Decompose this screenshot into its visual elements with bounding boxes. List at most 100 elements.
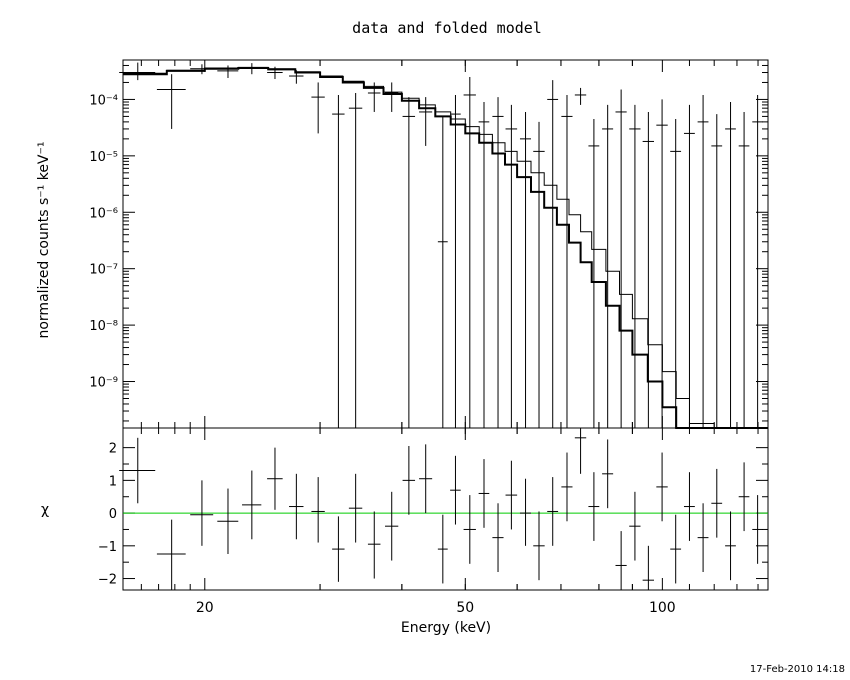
data-point: [670, 118, 682, 428]
data-point: [752, 94, 763, 428]
top-panel-ylabel: normalized counts s⁻¹ keV⁻¹: [36, 141, 52, 338]
residual-point: [683, 472, 695, 541]
residual-point: [492, 503, 504, 572]
residual-point: [402, 446, 416, 515]
residual-point: [242, 470, 262, 540]
residual-point: [533, 511, 545, 581]
chart-title: data and folded model: [352, 19, 542, 37]
residual-point: [289, 473, 304, 540]
data-point: [492, 97, 504, 428]
residual-point: [348, 473, 363, 543]
data-point: [332, 94, 345, 428]
bottom-y-tick-label: −1: [98, 540, 117, 555]
data-point: [437, 116, 448, 428]
data-point: [190, 64, 214, 75]
data-point: [629, 104, 641, 428]
residual-point: [190, 480, 214, 546]
top-y-tick-label: 10⁻⁵: [89, 150, 118, 165]
top-y-tick-label: 10⁻⁸: [89, 319, 118, 334]
x-tick-label: 50: [456, 600, 474, 616]
data-point: [683, 104, 695, 428]
data-point: [267, 66, 283, 80]
residual-point: [463, 495, 476, 564]
data-point: [697, 94, 709, 428]
data-point: [615, 89, 627, 428]
data-point: [311, 82, 325, 134]
data-point: [574, 87, 587, 105]
bottom-y-tick-label: −2: [98, 573, 117, 588]
model-step-curve: [123, 66, 768, 429]
data-point: [725, 102, 736, 428]
residual-point: [725, 511, 736, 581]
data-point: [656, 99, 668, 428]
residual-point: [547, 477, 559, 546]
residual-point: [629, 491, 641, 561]
residual-point: [519, 478, 532, 546]
bottom-y-tick-label: 0: [109, 507, 117, 522]
top-y-tick-label: 10⁻⁷: [89, 263, 118, 278]
bottom-y-tick-label: 2: [109, 442, 117, 457]
data-point: [519, 111, 532, 428]
residual-point: [711, 468, 723, 538]
data-point: [419, 97, 433, 146]
residual-point: [419, 444, 433, 514]
residual-point: [311, 477, 325, 543]
residual-point: [602, 439, 614, 509]
x-tick-label: 20: [196, 600, 214, 616]
data-point: [602, 104, 614, 428]
top-y-tick-label: 10⁻⁶: [89, 206, 118, 221]
data-point: [367, 82, 381, 112]
x-tick-label: 100: [649, 600, 676, 616]
data-point: [533, 121, 545, 428]
data-point: [156, 74, 186, 129]
residual-point: [367, 511, 381, 579]
residual-point: [642, 545, 654, 590]
residual-point: [156, 519, 186, 590]
residual-point: [267, 447, 283, 510]
residual-point: [574, 428, 587, 474]
top-panel-axes: 10⁻⁴ 10⁻⁵ 10⁻⁶ 10⁻⁷ 10⁻⁸ 10⁻⁹: [89, 59, 769, 590]
data-point: [348, 93, 363, 428]
residual-point: [478, 459, 490, 528]
data-point: [242, 63, 262, 75]
residual-point: [697, 503, 709, 572]
residual-point: [385, 491, 399, 561]
residual-point: [561, 452, 573, 522]
residual-point: [450, 455, 461, 525]
bottom-panel-frame: [122, 427, 769, 591]
data-point: [547, 80, 559, 428]
data-point: [505, 104, 518, 428]
residual-point: [656, 452, 668, 522]
data-point: [402, 97, 416, 428]
top-panel-frame: [122, 59, 769, 429]
data-point: [463, 76, 476, 428]
data-point: [119, 62, 156, 81]
residual-point: [738, 462, 750, 532]
data-point: [711, 114, 723, 428]
residual-point: [119, 437, 156, 504]
model-step-curve: [123, 67, 768, 429]
residual-point: [752, 495, 763, 564]
timestamp: 17-Feb-2010 14:18: [750, 664, 845, 675]
residual-point: [588, 472, 600, 541]
residual-point: [332, 516, 345, 582]
data-point: [588, 118, 600, 428]
bottom-panel-ylabel: χ: [41, 502, 49, 518]
bottom-y-tick-label: 1: [109, 474, 117, 489]
top-y-tick-label: 10⁻⁴: [89, 93, 118, 108]
data-point: [561, 94, 573, 428]
data-point: [738, 111, 750, 428]
data-point: [478, 102, 490, 428]
residual-point: [670, 514, 682, 584]
residual-point: [217, 488, 239, 554]
residual-point: [615, 531, 627, 590]
data-point: [289, 70, 304, 84]
bottom-panel-axes: 20 50 100 −2 −1 0 1 2: [98, 60, 769, 616]
data-point: [642, 111, 654, 428]
residual-point: [505, 460, 518, 530]
data-point: [385, 82, 399, 112]
data-point: [217, 65, 239, 78]
top-y-tick-label: 10⁻⁹: [89, 376, 118, 391]
x-axis-label: Energy (keV): [401, 620, 491, 636]
